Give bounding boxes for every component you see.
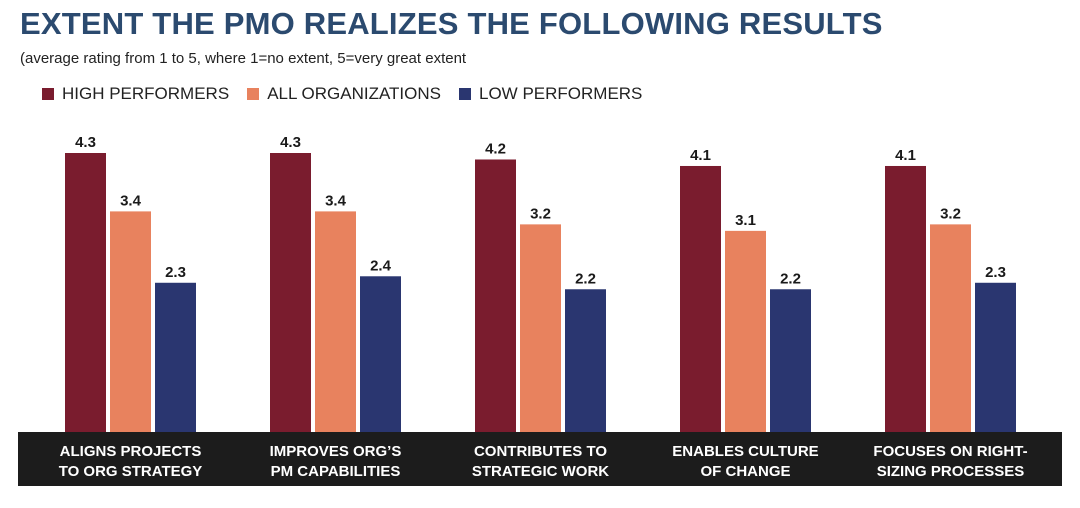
category-label-improves-org-s-pm-capabilities-line-1: IMPROVES ORG’S: [270, 443, 402, 460]
data-label-all-organizations-contributes-to-strategic-work: 3.2: [530, 205, 551, 222]
bar-all-organizations-contributes-to-strategic-work: [520, 224, 561, 432]
data-label-low-performers-improves-org-s-pm-capabilities: 2.4: [370, 257, 392, 274]
data-label-all-organizations-aligns-projects-to-org-strategy: 3.4: [120, 192, 142, 209]
data-label-high-performers-focuses-on-right-sizing-processes: 4.1: [895, 147, 916, 164]
data-label-low-performers-focuses-on-right-sizing-processes: 2.3: [985, 264, 1006, 281]
legend-item-low-performers: LOW PERFORMERS: [459, 84, 642, 104]
legend-item-high-performers: HIGH PERFORMERS: [42, 84, 229, 104]
category-band: [18, 432, 1062, 486]
bar-high-performers-contributes-to-strategic-work: [475, 159, 516, 432]
bar-low-performers-aligns-projects-to-org-strategy: [155, 282, 196, 432]
data-label-high-performers-enables-culture-of-change: 4.1: [690, 147, 711, 164]
bar-high-performers-improves-org-s-pm-capabilities: [270, 153, 311, 432]
legend-label-low-performers: LOW PERFORMERS: [479, 84, 643, 103]
data-label-all-organizations-enables-culture-of-change: 3.1: [735, 212, 756, 229]
data-label-high-performers-contributes-to-strategic-work: 4.2: [485, 140, 506, 157]
bar-all-organizations-improves-org-s-pm-capabilities: [315, 211, 356, 432]
category-label-focuses-on-right-sizing-processes-line-2: SIZING PROCESSES: [877, 463, 1025, 480]
legend-label-high-performers: HIGH PERFORMERS: [62, 84, 230, 103]
bar-all-organizations-focuses-on-right-sizing-processes: [930, 224, 971, 432]
bar-all-organizations-enables-culture-of-change: [725, 230, 766, 432]
data-label-all-organizations-improves-org-s-pm-capabilities: 3.4: [325, 192, 347, 209]
bar-low-performers-improves-org-s-pm-capabilities: [360, 276, 401, 432]
category-label-contributes-to-strategic-work-line-2: STRATEGIC WORK: [472, 463, 609, 480]
legend-swatch-high-performers: [42, 88, 54, 100]
bar-low-performers-focuses-on-right-sizing-processes: [975, 282, 1016, 432]
bar-low-performers-contributes-to-strategic-work: [565, 289, 606, 432]
bar-high-performers-aligns-projects-to-org-strategy: [65, 153, 106, 432]
category-label-aligns-projects-to-org-strategy-line-1: ALIGNS PROJECTS: [60, 443, 202, 460]
bar-high-performers-enables-culture-of-change: [680, 165, 721, 432]
data-label-all-organizations-focuses-on-right-sizing-processes: 3.2: [940, 205, 961, 222]
legend-swatch-low-performers: [459, 88, 471, 100]
chart-subtitle: (average rating from 1 to 5, where 1=no …: [20, 50, 467, 67]
category-label-contributes-to-strategic-work-line-1: CONTRIBUTES TO: [474, 443, 607, 460]
data-label-low-performers-contributes-to-strategic-work: 2.2: [575, 270, 596, 287]
legend-label-all-organizations: ALL ORGANIZATIONS: [267, 84, 441, 103]
category-label-enables-culture-of-change-line-2: OF CHANGE: [701, 463, 791, 480]
data-label-high-performers-improves-org-s-pm-capabilities: 4.3: [280, 134, 301, 151]
legend-swatch-all-organizations: [247, 88, 260, 100]
bar-low-performers-enables-culture-of-change: [770, 289, 811, 432]
chart-title: EXTENT THE PMO REALIZES THE FOLLOWING RE…: [20, 6, 883, 41]
legend-item-all-organizations: ALL ORGANIZATIONS: [247, 84, 441, 104]
legend: HIGH PERFORMERS ALL ORGANIZATIONS LOW PE…: [42, 84, 660, 104]
data-label-low-performers-aligns-projects-to-org-strategy: 2.3: [165, 264, 186, 281]
category-label-enables-culture-of-change-line-1: ENABLES CULTURE: [672, 443, 818, 460]
bar-high-performers-focuses-on-right-sizing-processes: [885, 165, 926, 432]
category-label-focuses-on-right-sizing-processes-line-1: FOCUSES ON RIGHT-: [873, 443, 1027, 460]
bar-all-organizations-aligns-projects-to-org-strategy: [110, 211, 151, 432]
category-label-aligns-projects-to-org-strategy-line-2: TO ORG STRATEGY: [59, 463, 203, 480]
data-label-low-performers-enables-culture-of-change: 2.2: [780, 270, 801, 287]
category-label-improves-org-s-pm-capabilities-line-2: PM CAPABILITIES: [271, 463, 401, 480]
data-label-high-performers-aligns-projects-to-org-strategy: 4.3: [75, 134, 96, 151]
